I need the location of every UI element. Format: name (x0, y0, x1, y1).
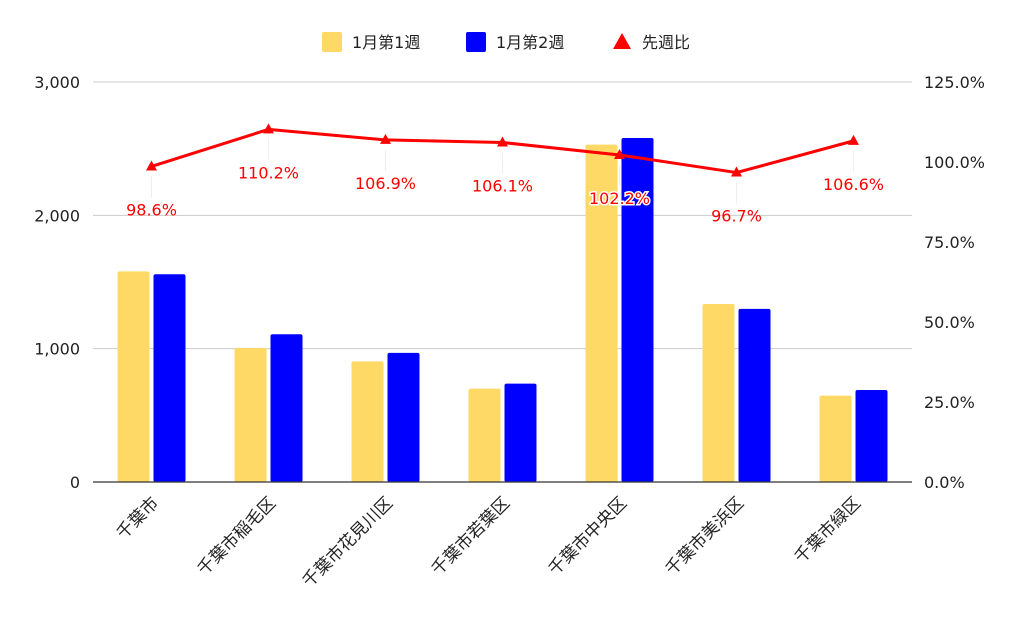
triangle-marker (848, 134, 859, 145)
data-label: 96.7% (711, 207, 762, 226)
legend-label: 先週比 (642, 33, 690, 52)
legend-swatch (466, 32, 486, 52)
right-tick-label: 0.0% (924, 473, 965, 492)
right-axis: 0.0% 25.0% 50.0% 75.0% 100.0% 125.0% (924, 73, 985, 492)
right-tick-label: 100.0% (924, 153, 985, 172)
category-labels: 千葉市 千葉市稲毛区 千葉市花見川区 千葉市若葉区 千葉市中央区 千葉市美浜区 千葉市緑区 (113, 493, 865, 591)
legend-label: 1月第1週 (352, 33, 420, 52)
bar (234, 348, 267, 482)
right-tick-label: 50.0% (924, 313, 975, 332)
bar (351, 361, 384, 482)
triangle-marker (263, 123, 274, 134)
legend-swatch (322, 32, 342, 52)
bar (621, 138, 654, 482)
bar (855, 390, 888, 482)
data-label: 106.9% (355, 174, 416, 193)
left-tick-label: 3,000 (34, 73, 80, 92)
left-tick-label: 0 (70, 473, 80, 492)
triangle-marker (731, 166, 742, 177)
left-tick-label: 2,000 (34, 206, 80, 225)
left-tick-label: 1,000 (34, 340, 80, 359)
triangle-marker (146, 160, 157, 171)
legend: 1月第1週 1月第2週 先週比 (322, 32, 690, 52)
bar (153, 274, 186, 482)
line-series: 98.6% 110.2% 106.9% 106.1% 102.2% 96.7% 106.6% (126, 123, 884, 226)
right-tick-label: 25.0% (924, 393, 975, 412)
triangle-marker (497, 136, 508, 147)
data-label: 106.1% (472, 176, 533, 195)
right-tick-label: 75.0% (924, 233, 975, 252)
right-tick-label: 125.0% (924, 73, 985, 92)
data-label: 106.6% (823, 175, 884, 194)
bar (117, 271, 150, 482)
bar (387, 352, 420, 482)
category-label: 千葉市美浜区 (662, 493, 748, 579)
legend-label: 1月第2週 (496, 33, 564, 52)
legend-marker (613, 33, 631, 49)
category-label: 千葉市若葉区 (428, 493, 514, 579)
category-label: 千葉市緑区 (791, 493, 865, 567)
data-label: 98.6% (126, 200, 177, 219)
data-label: 102.2% (589, 189, 650, 208)
triangle-marker (380, 133, 391, 144)
bar (702, 304, 735, 482)
bar (468, 388, 501, 482)
bar (819, 395, 852, 482)
bar (585, 144, 618, 482)
bar-series (117, 138, 888, 482)
gridlines (93, 81, 912, 350)
bar (738, 308, 771, 482)
category-label: 千葉市中央区 (545, 493, 631, 579)
category-label: 千葉市花見川区 (299, 493, 397, 591)
triangle-marker (614, 148, 625, 159)
data-label: 110.2% (238, 163, 299, 182)
left-axis: 0 1,000 2,000 3,000 (34, 73, 80, 492)
bar (504, 383, 537, 482)
category-label: 千葉市 (113, 493, 163, 543)
category-label: 千葉市稲毛区 (194, 493, 280, 579)
bar (270, 334, 303, 482)
